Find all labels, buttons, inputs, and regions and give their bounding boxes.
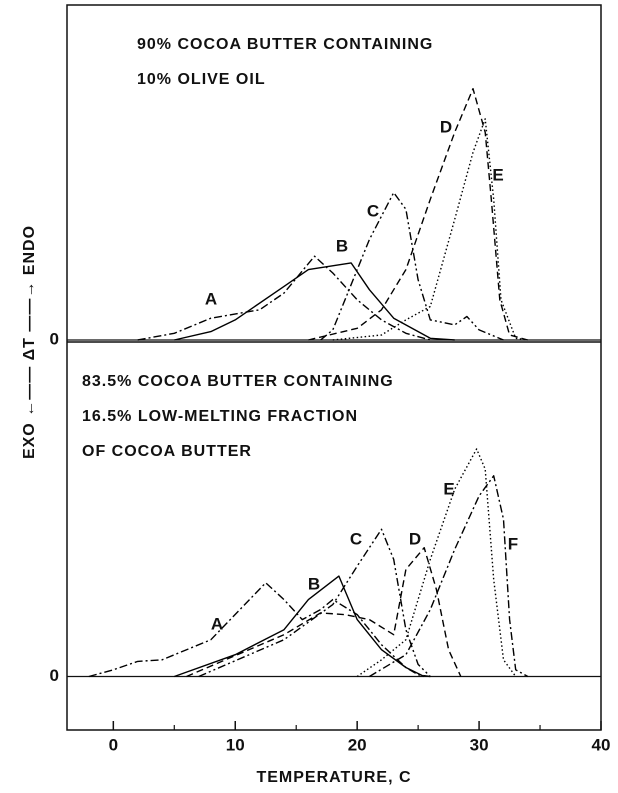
x-tick-label: 10 xyxy=(226,735,245,754)
x-tick-label: 20 xyxy=(348,735,367,754)
curve-label: F xyxy=(508,534,518,553)
curve xyxy=(198,528,431,678)
y-axis-label: EXO ←—— ΔT ——→ ENDO xyxy=(21,225,38,459)
curve xyxy=(186,547,462,678)
curve-label: D xyxy=(409,529,421,548)
x-tick-label: 40 xyxy=(592,735,611,754)
curve-label: E xyxy=(443,479,454,498)
frame xyxy=(66,4,602,731)
curve xyxy=(137,255,431,341)
panel-title: 83.5% COCOA BUTTER CONTAINING xyxy=(82,373,394,390)
x-tick-label: 0 xyxy=(109,735,118,754)
curve-label: C xyxy=(350,529,362,548)
panel-title: 90% COCOA BUTTER CONTAINING xyxy=(137,36,433,53)
y-tick-label: 0 xyxy=(50,329,59,348)
x-tick-label: 30 xyxy=(470,735,489,754)
y-tick-label: 0 xyxy=(50,666,59,685)
curve-label: C xyxy=(367,201,379,220)
curve-label: D xyxy=(440,117,452,136)
curve xyxy=(174,575,425,678)
panel-title: 16.5% LOW-MELTING FRACTION xyxy=(82,408,358,425)
curve xyxy=(174,262,455,341)
curve-label: E xyxy=(492,165,503,184)
panel-title: 10% OLIVE OIL xyxy=(137,71,266,88)
curve xyxy=(356,448,517,678)
curve xyxy=(88,582,431,678)
panel-title: OF COCOA BUTTER xyxy=(82,443,252,460)
curve-label: A xyxy=(211,614,223,633)
curve-label: B xyxy=(336,236,348,255)
curve xyxy=(308,88,528,341)
x-axis-label: TEMPERATURE, C xyxy=(256,769,411,786)
curve xyxy=(320,191,504,341)
curve-label: A xyxy=(205,289,217,308)
curve xyxy=(369,475,529,678)
curve-label: B xyxy=(308,574,320,593)
curve xyxy=(332,118,528,341)
